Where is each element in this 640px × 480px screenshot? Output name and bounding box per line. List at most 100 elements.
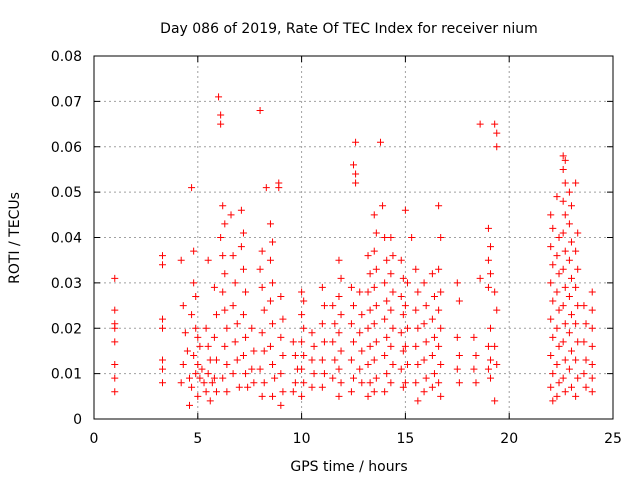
data-point — [387, 342, 395, 350]
data-point — [221, 220, 229, 228]
data-point — [212, 388, 220, 396]
data-point — [219, 374, 227, 382]
data-point — [470, 333, 478, 341]
data-point — [242, 370, 250, 378]
data-point — [420, 388, 428, 396]
data-point — [260, 379, 268, 387]
y-tick-label: 0.02 — [51, 321, 82, 337]
y-axis-label: ROTI / TECUs — [7, 192, 23, 284]
data-point — [574, 229, 582, 237]
data-point — [159, 379, 167, 387]
data-point — [310, 342, 318, 350]
data-point — [364, 361, 372, 369]
data-point — [256, 365, 264, 373]
chart-title: Day 086 of 2019, Rate Of TEC Index for r… — [160, 21, 538, 37]
data-point — [347, 320, 355, 328]
data-point — [435, 202, 443, 210]
data-point — [430, 292, 438, 300]
data-point — [277, 292, 285, 300]
data-point — [298, 338, 306, 346]
data-point — [572, 179, 580, 187]
data-point — [204, 342, 212, 350]
data-point — [437, 234, 445, 241]
data-point — [258, 392, 266, 400]
data-point — [561, 211, 569, 219]
data-point — [493, 306, 501, 314]
data-point — [266, 297, 274, 305]
data-point — [350, 338, 357, 346]
data-point — [547, 243, 555, 251]
data-point — [397, 292, 405, 300]
data-point — [298, 392, 306, 400]
data-point — [370, 247, 378, 255]
data-point — [435, 265, 443, 273]
data-point — [356, 329, 364, 337]
data-point — [549, 333, 557, 341]
data-point — [387, 379, 395, 387]
data-point — [574, 374, 582, 382]
data-point — [329, 338, 337, 346]
data-point — [233, 356, 241, 364]
data-point — [192, 292, 200, 300]
data-point — [159, 261, 167, 269]
data-point — [561, 320, 569, 328]
data-point — [582, 383, 590, 391]
data-point — [580, 370, 588, 378]
data-point — [358, 311, 366, 319]
data-point — [331, 320, 339, 328]
data-point — [159, 315, 167, 323]
data-point — [233, 320, 241, 328]
data-point — [437, 324, 445, 332]
data-point — [260, 306, 268, 314]
y-tick-label: 0.07 — [51, 94, 82, 110]
data-point — [372, 229, 380, 237]
data-point — [366, 270, 374, 278]
data-point — [559, 165, 567, 173]
data-point — [279, 351, 287, 359]
data-point — [453, 333, 461, 341]
x-tick-label: 15 — [396, 431, 414, 447]
data-point — [196, 374, 204, 382]
data-point — [487, 270, 495, 278]
data-point — [215, 93, 223, 101]
data-point — [555, 306, 563, 314]
data-point — [237, 206, 245, 214]
data-point — [192, 324, 200, 332]
data-point — [190, 351, 198, 359]
x-tick-label: 0 — [90, 431, 99, 447]
data-point — [231, 338, 239, 346]
data-point — [484, 224, 492, 232]
data-point — [337, 274, 345, 282]
data-point — [561, 388, 569, 396]
data-point — [472, 379, 480, 387]
data-point — [256, 265, 264, 273]
data-point — [318, 283, 326, 291]
data-point — [428, 351, 436, 359]
data-point — [329, 302, 337, 310]
data-point — [430, 370, 438, 378]
data-point — [399, 274, 407, 282]
data-point — [588, 324, 596, 332]
data-point — [194, 361, 202, 369]
data-point — [219, 252, 227, 260]
data-point — [364, 392, 372, 400]
data-point — [217, 120, 225, 128]
data-point — [242, 288, 250, 296]
data-point — [435, 379, 443, 387]
data-point — [202, 324, 210, 332]
data-point — [559, 197, 567, 205]
data-point — [387, 234, 395, 241]
data-point — [318, 320, 326, 328]
data-point — [111, 338, 119, 346]
data-point — [487, 356, 495, 364]
data-point — [183, 347, 191, 355]
data-point — [364, 288, 372, 296]
data-point — [403, 279, 411, 287]
data-point — [412, 265, 420, 273]
data-point — [565, 220, 573, 228]
data-point — [484, 256, 492, 264]
data-point — [387, 306, 395, 314]
data-point — [559, 374, 567, 382]
data-point — [572, 356, 580, 364]
